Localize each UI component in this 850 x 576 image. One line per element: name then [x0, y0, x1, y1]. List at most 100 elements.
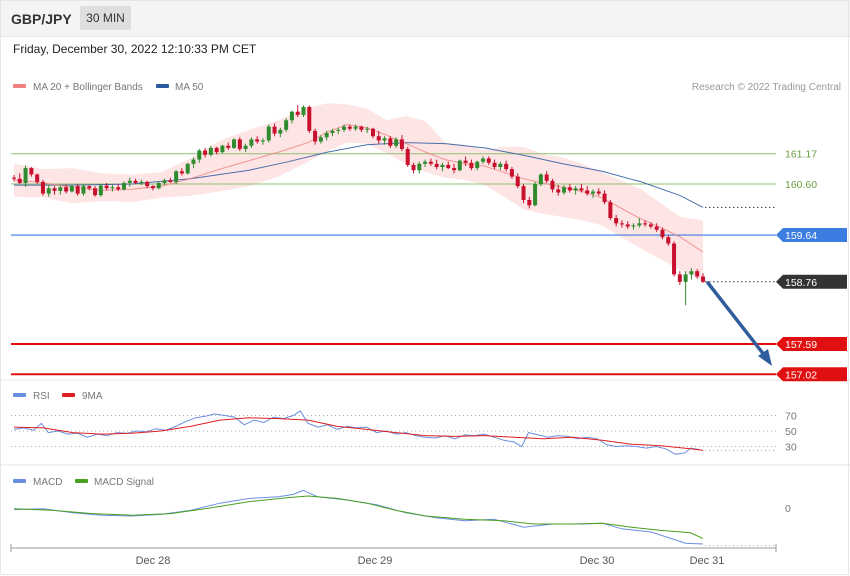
- candle-body: [475, 161, 480, 169]
- candle-body: [318, 137, 323, 142]
- candle-body: [579, 188, 584, 191]
- copyright-text: Research © 2022 Trading Central: [692, 82, 841, 93]
- candle-body: [440, 164, 445, 168]
- ma20-legend-label: MA 20 + Bollinger Bands: [33, 82, 143, 93]
- price-level-label: 159.64: [785, 230, 817, 242]
- candle-body: [162, 180, 167, 183]
- candle-body: [672, 243, 677, 275]
- x-tick-label: Dec 28: [136, 555, 171, 567]
- candle-body: [313, 130, 318, 142]
- candle-body: [347, 126, 352, 129]
- candle-body: [590, 191, 595, 194]
- candle-body: [87, 186, 92, 189]
- candle-body: [278, 129, 283, 134]
- candle-body: [486, 158, 491, 163]
- candle-body: [284, 120, 289, 130]
- candle-body: [179, 171, 184, 174]
- rsi-level-label: 50: [785, 426, 797, 438]
- candle-body: [452, 168, 457, 171]
- candle-body: [411, 164, 416, 171]
- rsi-legend-label: RSI: [33, 391, 50, 402]
- macd-signal-line: [13, 495, 704, 539]
- candle-body: [417, 163, 422, 171]
- candle-body: [69, 186, 74, 192]
- candle-body: [174, 171, 179, 182]
- candle-body: [272, 126, 277, 134]
- candle-body: [382, 138, 387, 141]
- candle-body: [46, 188, 51, 194]
- candle-body: [116, 187, 121, 190]
- candlesticks: [12, 105, 705, 306]
- price-level-label: 158.76: [785, 277, 817, 289]
- candle-body: [64, 187, 69, 192]
- candle-body: [567, 187, 572, 191]
- candle-body: [289, 111, 294, 121]
- candle-body: [139, 181, 144, 183]
- candle-body: [133, 180, 138, 183]
- rsi-ma-legend-swatch: [62, 393, 75, 397]
- macd-legend-swatch: [13, 479, 26, 483]
- candle-body: [226, 145, 231, 148]
- candle-body: [533, 184, 538, 206]
- candle-body: [573, 188, 578, 191]
- candle-body: [469, 162, 474, 169]
- candle-body: [75, 186, 80, 194]
- candle-body: [168, 180, 173, 182]
- bollinger-bands: [14, 103, 703, 282]
- candle-body: [301, 106, 306, 115]
- candle-body: [150, 186, 155, 189]
- candle-body: [232, 139, 237, 148]
- macd-legend: MACD MACD Signal: [13, 477, 154, 488]
- rsi-legend: RSI 9MA: [13, 391, 103, 402]
- candle-body: [295, 111, 300, 115]
- candle-body: [538, 174, 543, 185]
- candle-body: [35, 174, 40, 182]
- candle-body: [596, 191, 601, 194]
- candle-body: [643, 223, 648, 225]
- candle-body: [405, 148, 410, 165]
- candle-body: [701, 276, 705, 282]
- candle-body: [527, 199, 532, 206]
- macd-zero-label: 0: [785, 503, 791, 515]
- candle-body: [307, 106, 312, 131]
- chart-datetime: Friday, December 30, 2022 12:10:33 PM CE…: [13, 42, 257, 56]
- bollinger-band-fill: [14, 103, 703, 282]
- candle-body: [330, 130, 335, 134]
- candle-body: [336, 129, 341, 131]
- candle-body: [509, 169, 514, 177]
- candle-body: [93, 188, 98, 196]
- candle-body: [544, 174, 549, 181]
- candle-body: [585, 190, 590, 194]
- candle-body: [631, 225, 636, 227]
- price-level-tag: [776, 367, 847, 382]
- candle-body: [255, 139, 260, 142]
- price-level-label: 161.17: [785, 149, 817, 161]
- timeframe-button[interactable]: 30 MIN: [80, 6, 131, 30]
- candle-body: [127, 180, 132, 183]
- candle-body: [625, 224, 630, 227]
- candle-body: [602, 193, 607, 203]
- candle-body: [660, 229, 665, 238]
- macd-panel: 0: [13, 489, 791, 547]
- price-level-label: 157.02: [785, 369, 817, 381]
- candle-body: [434, 163, 439, 168]
- candle-body: [110, 187, 115, 189]
- candle-body: [399, 139, 404, 149]
- rsi-panel: 70 50 30: [11, 410, 797, 455]
- candle-body: [359, 126, 364, 130]
- candle-body: [191, 159, 196, 164]
- candle-body: [388, 138, 393, 146]
- candle-body: [29, 168, 34, 175]
- candle-body: [145, 181, 150, 187]
- rsi-ma-legend-label: 9MA: [82, 391, 103, 402]
- candle-body: [457, 160, 462, 171]
- candle-body: [498, 163, 503, 168]
- rsi-level-label: 70: [785, 411, 797, 423]
- candle-body: [23, 168, 28, 183]
- candle-body: [619, 223, 624, 225]
- candle-body: [208, 147, 213, 155]
- candle-body: [423, 161, 428, 164]
- candle-body: [203, 150, 208, 155]
- candle-body: [446, 164, 451, 169]
